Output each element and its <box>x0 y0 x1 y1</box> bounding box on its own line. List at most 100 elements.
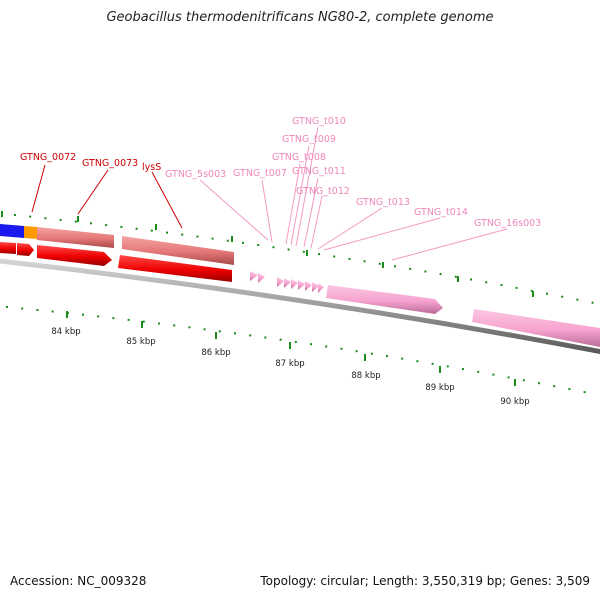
axis-label-90kbp: 90 kbp <box>500 397 529 407</box>
minor-tick-dot <box>188 326 191 329</box>
minor-tick-dot <box>318 253 320 256</box>
minor-tick-dot <box>90 222 92 225</box>
feature-red-cds-2 <box>17 243 34 256</box>
minor-tick-dot <box>112 317 115 320</box>
minor-tick-dot <box>211 237 214 240</box>
gene-label-gtng-5s003: GTNG_5s003 <box>165 169 226 180</box>
forward-strand-features <box>0 224 234 265</box>
feature-rna-arrow-3 <box>277 277 284 287</box>
minor-tick-dot <box>51 310 54 313</box>
gene-label-leaders <box>31 126 508 261</box>
feature-rna-arrow-4 <box>284 278 291 288</box>
leader-gtng-t007 <box>261 179 273 243</box>
leader-gtng-t013 <box>317 207 383 250</box>
outer-tick-ring <box>1 211 594 304</box>
gene-labels: GTNG_0072 GTNG_0073 lysS GTNG_5s003 GTNG… <box>20 116 541 229</box>
minor-tick-dot <box>257 244 260 246</box>
minor-tick-dot <box>462 368 464 371</box>
minor-tick-dot <box>173 324 176 327</box>
feature-rna-arrow-2 <box>258 273 265 283</box>
minor-tick-dot <box>6 306 8 308</box>
minor-tick-dot <box>264 336 267 339</box>
feature-rna-arrow-5 <box>291 279 298 289</box>
feature-rrna-large-2 <box>472 309 600 347</box>
minor-tick-dot <box>416 360 419 363</box>
minor-tick-dot <box>218 330 221 333</box>
minor-tick-dot <box>150 229 153 232</box>
minor-tick-dot <box>378 262 381 265</box>
feature-red-cds-4 <box>118 255 232 282</box>
feature-red-cds-3 <box>37 245 112 266</box>
minor-tick-dot <box>424 270 427 273</box>
feature-rna-arrow-1 <box>250 271 258 281</box>
minor-tick-dot <box>348 257 351 260</box>
leader-gtng-5s003 <box>199 179 269 241</box>
minor-tick-dot <box>294 340 297 343</box>
gene-label-gtng-t011: GTNG_t011 <box>292 166 346 177</box>
minor-tick-dot <box>500 284 503 287</box>
minor-tick-dot <box>82 313 84 316</box>
minor-tick-dot <box>105 224 108 227</box>
leader-gtng-t009 <box>290 145 310 246</box>
map-title: Geobacillus thermodenitrificans NG80-2, … <box>106 10 494 25</box>
minor-tick-dot <box>14 214 16 216</box>
minor-tick-dot <box>135 227 138 230</box>
leader-gtng-t012 <box>310 195 323 249</box>
gene-label-gtng-t012: GTNG_t012 <box>296 186 350 197</box>
minor-tick-dot <box>530 289 533 292</box>
gene-label-gtng-16s003: GTNG_16s003 <box>474 218 541 229</box>
feature-lyss-light <box>122 236 234 265</box>
minor-tick-dot <box>234 332 236 335</box>
axis-label-86kbp: 86 kbp <box>201 348 230 358</box>
minor-tick-dot <box>44 217 47 220</box>
minor-tick-dot <box>431 362 434 365</box>
minor-tick-dot <box>446 365 449 368</box>
feature-rna-arrow-9 <box>318 283 324 293</box>
minor-tick-dot <box>333 255 336 258</box>
minor-tick-dot <box>355 350 358 353</box>
minor-tick-dot <box>166 231 168 234</box>
leader-lyss <box>151 171 183 229</box>
outer-dot-row <box>14 214 594 304</box>
minor-tick-dot <box>203 328 206 331</box>
minor-tick-dot <box>21 307 24 310</box>
minor-tick-dot <box>325 345 328 348</box>
axis-label-88kbp: 88 kbp <box>351 371 380 381</box>
gene-label-gtng-t007: GTNG_t007 <box>233 168 287 179</box>
gene-label-gtng-0072: GTNG_0072 <box>20 152 76 163</box>
reverse-strand-features <box>0 242 600 347</box>
minor-tick-dot <box>568 388 571 391</box>
minor-tick-dot <box>196 235 199 238</box>
gene-label-lyss: lysS <box>142 162 161 173</box>
leader-gtng-0073 <box>77 169 109 215</box>
minor-tick-dot <box>158 322 160 325</box>
minor-tick-dot <box>477 370 480 373</box>
minor-tick-dot <box>287 248 290 251</box>
gene-label-gtng-t009: GTNG_t009 <box>282 134 336 145</box>
minor-tick-dot <box>538 382 540 385</box>
minor-tick-dot <box>454 275 457 278</box>
gene-label-gtng-0073: GTNG_0073 <box>82 158 138 169</box>
minor-tick-dot <box>74 220 77 223</box>
minor-tick-dot <box>59 218 62 221</box>
minor-tick-dot <box>127 318 130 321</box>
gene-label-gtng-t013: GTNG_t013 <box>356 197 410 208</box>
minor-tick-dot <box>340 347 343 350</box>
leader-gtng-t008 <box>285 163 301 245</box>
minor-tick-dot <box>401 357 404 360</box>
feature-blue <box>0 224 24 238</box>
minor-tick-dot <box>386 355 388 358</box>
minor-tick-dot <box>242 241 244 244</box>
minor-tick-dot <box>439 273 442 276</box>
feature-rna-arrow-6 <box>298 280 305 290</box>
feature-rna-arrow-8 <box>312 282 319 292</box>
minor-tick-dot <box>142 320 145 323</box>
minor-tick-dot <box>561 295 564 298</box>
gene-label-gtng-t014: GTNG_t014 <box>414 207 468 218</box>
minor-tick-dot <box>310 343 312 346</box>
axis-label-84kbp: 84 kbp <box>51 327 80 337</box>
gene-label-gtng-t008: GTNG_t008 <box>272 152 326 163</box>
feature-rna-arrow-7 <box>305 281 312 291</box>
